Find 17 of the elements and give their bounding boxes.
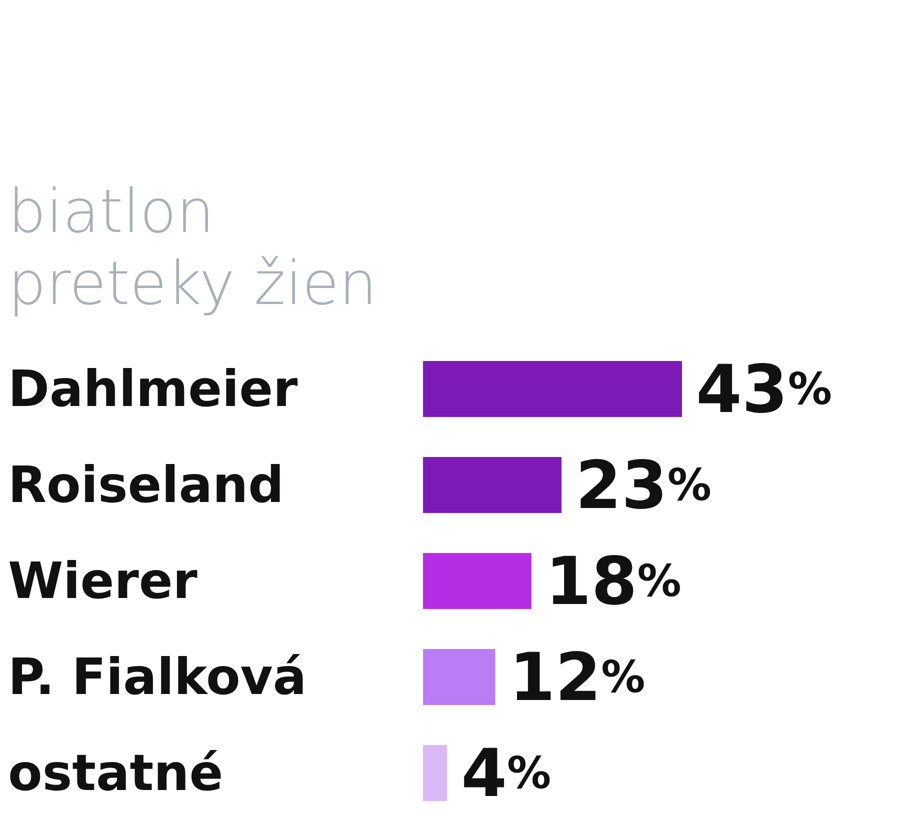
data-label: 4% [461, 734, 552, 812]
data-label: 43% [696, 350, 832, 428]
y-tick-label: P. Fialková [8, 648, 307, 706]
bar [423, 649, 496, 705]
data-label: 12% [509, 638, 646, 716]
y-tick-label: Dahlmeier [8, 360, 298, 418]
y-tick-label: Roiseland [8, 456, 284, 514]
data-label: 18% [545, 542, 682, 620]
chart-subtitle: preteky žien [8, 248, 378, 320]
bar [423, 361, 682, 417]
data-label: 23% [576, 446, 712, 524]
bar [423, 457, 562, 513]
y-tick-label: ostatné [8, 744, 224, 802]
chart-title: biatlon [8, 176, 216, 248]
bar [423, 553, 532, 609]
y-tick-label: Wierer [8, 552, 198, 610]
bar [423, 745, 448, 801]
